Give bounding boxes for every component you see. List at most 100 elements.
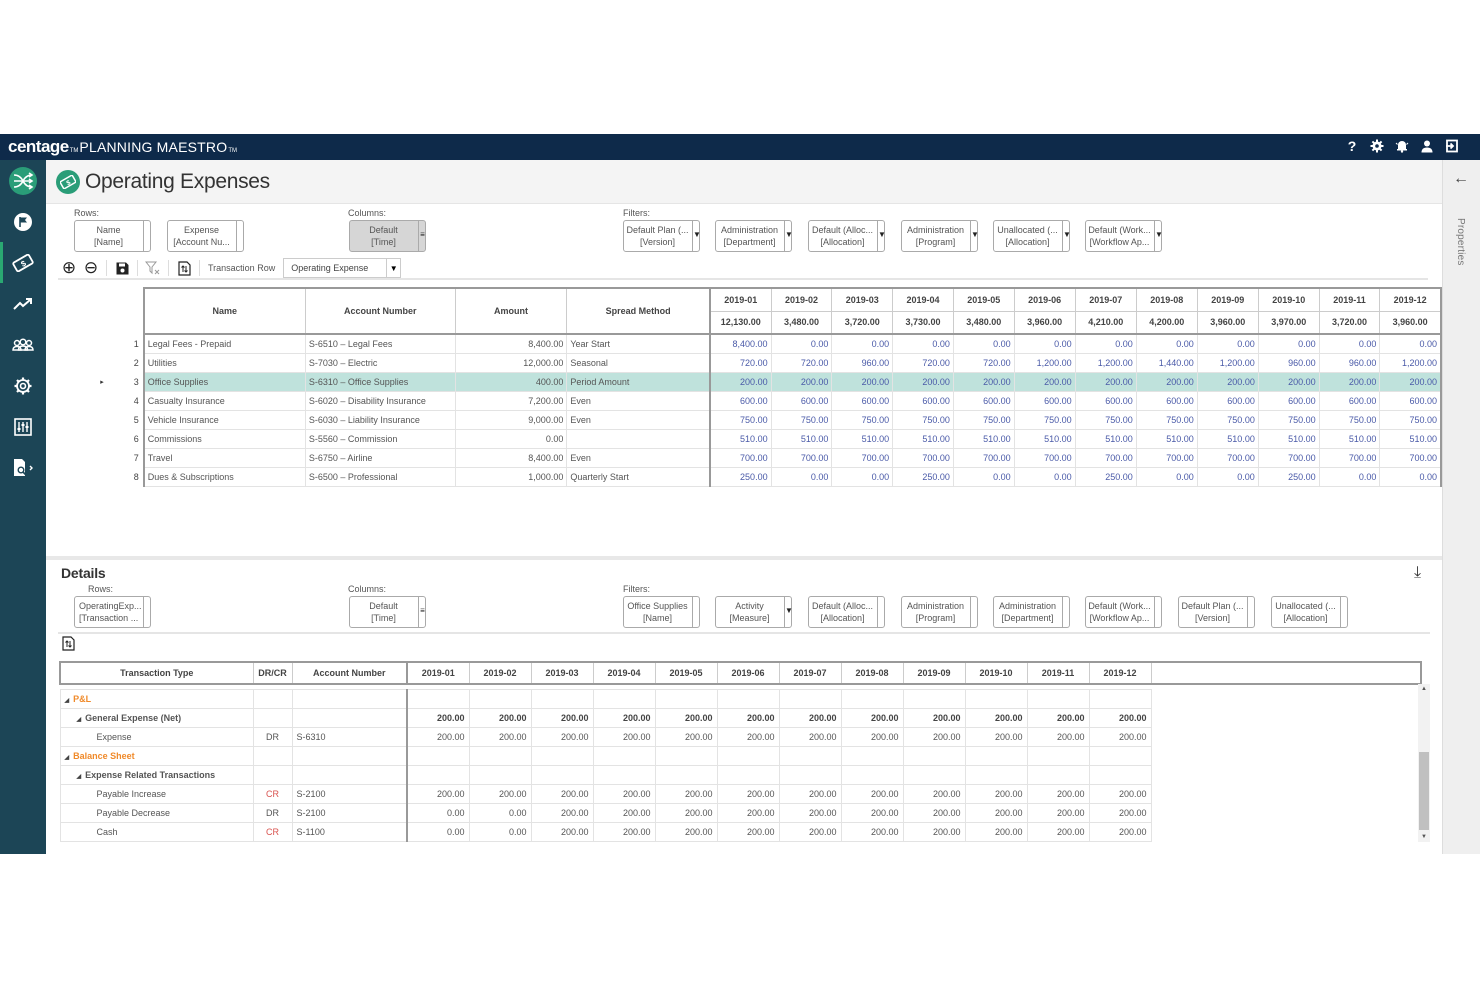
period-value-cell[interactable]: 200.00 <box>840 707 904 728</box>
period-value-cell[interactable] <box>1088 745 1152 766</box>
period-header[interactable]: 2019-04 <box>592 661 656 685</box>
table-row[interactable]: 5 Vehicle Insurance S-6030 – Liability Ins… <box>97 409 1443 430</box>
account-cell[interactable]: S-5560 – Commission <box>304 428 456 449</box>
period-value-cell[interactable]: 600.00 <box>1135 390 1198 411</box>
filter-chip-department[interactable]: Administration [Department] <box>993 596 1070 628</box>
sidebar-item-expenses[interactable]: $ <box>0 242 46 283</box>
sidebar-item-trends[interactable] <box>0 283 46 324</box>
period-value-cell[interactable]: 600.00 <box>1257 390 1320 411</box>
period-value-cell[interactable]: 600.00 <box>1196 390 1259 411</box>
period-value-cell[interactable]: 200.00 <box>654 726 718 747</box>
period-value-cell[interactable]: 600.00 <box>770 390 833 411</box>
amount-cell[interactable]: 400.00 <box>454 371 568 392</box>
period-value-cell[interactable]: 510.00 <box>1318 428 1381 449</box>
spread-method-cell[interactable]: Even <box>566 447 712 468</box>
table-row[interactable]: 4 Casualty Insurance S-6020 – Disability I… <box>97 390 1443 411</box>
period-header[interactable]: 2019-09 <box>1196 287 1259 312</box>
period-value-cell[interactable]: 200.00 <box>840 726 904 747</box>
period-value-cell[interactable]: 200.00 <box>406 726 470 747</box>
period-value-cell[interactable]: 200.00 <box>1088 821 1152 842</box>
period-value-cell[interactable]: 250.00 <box>1074 466 1137 487</box>
filter-chip-program[interactable]: Administration [Program] ▼ <box>901 220 979 252</box>
period-value-cell[interactable]: 200.00 <box>964 802 1028 823</box>
period-header[interactable]: 2019-05 <box>952 287 1015 312</box>
period-value-cell[interactable]: 0.00 <box>1379 466 1443 487</box>
period-value-cell[interactable]: 200.00 <box>530 707 594 728</box>
period-value-cell[interactable]: 200.00 <box>902 726 966 747</box>
period-value-cell[interactable]: 200.00 <box>654 783 718 804</box>
period-value-cell[interactable]: 0.00 <box>1135 466 1198 487</box>
period-value-cell[interactable]: 200.00 <box>1026 726 1090 747</box>
period-value-cell[interactable]: 960.00 <box>1257 352 1320 373</box>
period-value-cell[interactable]: 700.00 <box>952 447 1015 468</box>
table-row[interactable]: Expense DR S-6310 200.00 200.00 200.00 200.00 2… <box>59 726 1421 747</box>
period-value-cell[interactable]: 200.00 <box>840 802 904 823</box>
account-cell[interactable]: S-6510 – Legal Fees <box>304 333 456 354</box>
amount-cell[interactable]: 7,200.00 <box>454 390 568 411</box>
period-value-cell[interactable]: 510.00 <box>1379 428 1443 449</box>
column-header-drcr[interactable]: DR/CR <box>252 661 293 685</box>
amount-cell[interactable]: 0.00 <box>454 428 568 449</box>
expand-triangle-icon[interactable]: ◢ <box>64 697 70 704</box>
row-selector-icon[interactable] <box>97 334 107 353</box>
period-header[interactable]: 2019-04 <box>892 287 954 312</box>
period-value-cell[interactable] <box>406 745 470 766</box>
period-value-cell[interactable]: 200.00 <box>840 821 904 842</box>
table-row[interactable]: 8 Dues & Subscriptions S-6500 – Profession… <box>97 466 1443 487</box>
period-header[interactable]: 2019-05 <box>654 661 718 685</box>
period-value-cell[interactable] <box>1088 688 1152 709</box>
period-value-cell[interactable]: 200.00 <box>406 707 470 728</box>
row-selector-icon[interactable] <box>97 429 107 448</box>
period-header[interactable]: 2019-01 <box>406 661 470 685</box>
period-value-cell[interactable]: 200.00 <box>1135 371 1198 392</box>
period-value-cell[interactable]: 0.00 <box>770 466 833 487</box>
expand-triangle-icon[interactable]: ◢ <box>76 773 82 780</box>
period-value-cell[interactable]: 200.00 <box>902 783 966 804</box>
period-value-cell[interactable]: 1,200.00 <box>1074 352 1137 373</box>
period-value-cell[interactable] <box>1026 688 1090 709</box>
transaction-row-select[interactable]: Operating Expense <box>283 258 388 278</box>
period-value-cell[interactable]: 0.00 <box>892 333 954 354</box>
period-value-cell[interactable]: 0.00 <box>1013 466 1076 487</box>
period-value-cell[interactable]: 200.00 <box>902 821 966 842</box>
period-value-cell[interactable]: 200.00 <box>654 707 718 728</box>
period-value-cell[interactable]: 200.00 <box>1088 802 1152 823</box>
period-value-cell[interactable] <box>1026 745 1090 766</box>
filter-chip-workflow[interactable]: Default (Work... [Workflow Ap... <box>1085 596 1162 628</box>
period-header[interactable]: 2019-12 <box>1088 661 1152 685</box>
period-value-cell[interactable]: 250.00 <box>709 466 772 487</box>
period-value-cell[interactable] <box>902 764 966 785</box>
period-value-cell[interactable]: 0.00 <box>468 821 532 842</box>
download-icon[interactable]: ⤓ <box>1414 564 1422 581</box>
period-value-cell[interactable]: 200.00 <box>964 783 1028 804</box>
filter-chip-department[interactable]: Administration [Department] ▼ <box>715 220 793 252</box>
period-value-cell[interactable]: 200.00 <box>840 783 904 804</box>
spread-method-cell[interactable]: Period Amount <box>566 371 712 392</box>
account-cell[interactable]: S-6310 – Office Supplies <box>304 371 456 392</box>
add-row-button[interactable]: ⊕ <box>61 258 77 277</box>
period-value-cell[interactable]: 750.00 <box>1135 409 1198 430</box>
period-value-cell[interactable]: 200.00 <box>654 821 718 842</box>
period-value-cell[interactable]: 750.00 <box>1257 409 1320 430</box>
period-value-cell[interactable] <box>1026 764 1090 785</box>
table-row[interactable]: 6 Commissions S-5560 – Commission 0.00 510.0… <box>97 428 1443 449</box>
column-chip-time[interactable]: Default [Time] ≡ <box>349 220 426 252</box>
row-chip-name[interactable]: Name [Name] <box>74 220 151 252</box>
amount-cell[interactable]: 12,000.00 <box>454 352 568 373</box>
period-value-cell[interactable]: 200.00 <box>406 783 470 804</box>
menu-lines-icon[interactable]: ≡ <box>420 606 425 615</box>
period-value-cell[interactable]: 200.00 <box>892 371 954 392</box>
period-value-cell[interactable]: 700.00 <box>1013 447 1076 468</box>
period-value-cell[interactable]: 200.00 <box>530 802 594 823</box>
period-value-cell[interactable] <box>840 688 904 709</box>
period-value-cell[interactable]: 600.00 <box>831 390 894 411</box>
period-value-cell[interactable] <box>716 688 780 709</box>
period-value-cell[interactable] <box>406 688 470 709</box>
table-row[interactable]: Cash CR S-1100 0.00 0.00 200.00 200.00 200.00 20… <box>59 821 1421 842</box>
spread-method-cell[interactable] <box>566 428 712 449</box>
period-header[interactable]: 2019-02 <box>468 661 532 685</box>
period-value-cell[interactable]: 200.00 <box>716 821 780 842</box>
period-value-cell[interactable] <box>592 688 656 709</box>
period-value-cell[interactable]: 0.00 <box>406 802 470 823</box>
period-header[interactable]: 2019-08 <box>1135 287 1198 312</box>
